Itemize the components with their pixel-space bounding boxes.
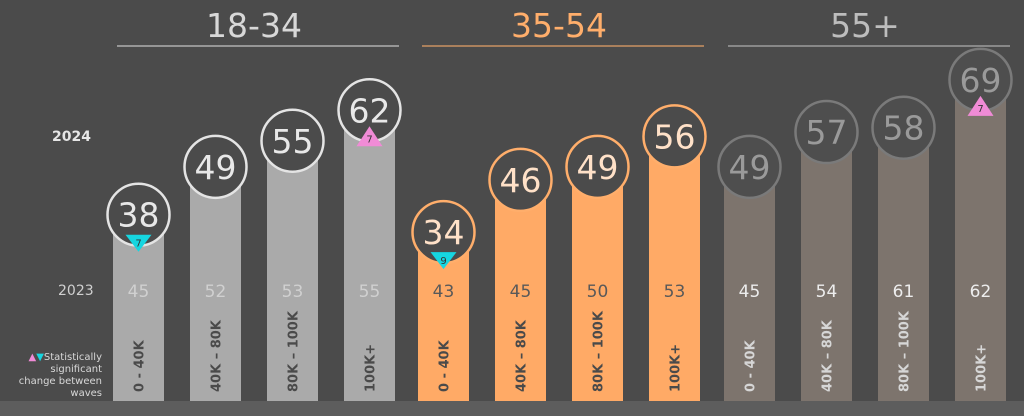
category-label: 0 - 40K (438, 339, 453, 392)
value-label-2023: 54 (816, 282, 838, 302)
value-circle (642, 104, 707, 169)
value-label-2023: 45 (128, 282, 150, 302)
value-circle (794, 99, 859, 165)
value-circle (565, 134, 630, 200)
value-label-2024: 49 (729, 148, 771, 187)
bar (572, 166, 623, 401)
value-label-2023: 55 (359, 282, 381, 302)
category-label: 100K+ (975, 344, 990, 392)
bar (724, 166, 775, 401)
bar (878, 127, 929, 401)
category-label: 100K+ (669, 344, 684, 392)
bar (495, 179, 546, 401)
value-label-2023: 53 (664, 282, 686, 302)
value-label-2024: 46 (500, 161, 542, 200)
increase-marker (356, 126, 383, 147)
row-label-2024: 2024 (52, 129, 91, 145)
value-label-2024: 69 (960, 61, 1002, 100)
category-label: 80K – 100K (898, 310, 913, 392)
value-label-2023: 45 (510, 282, 532, 302)
increase-marker-icon: ▲ (28, 352, 37, 363)
value-circle (717, 134, 782, 200)
category-label: 80K – 100K (287, 310, 302, 392)
bar (344, 110, 395, 402)
category-label: 40K – 80K (210, 319, 225, 392)
value-label-2024: 57 (806, 113, 848, 152)
category-label: 0 - 40K (744, 339, 759, 392)
value-label-2023: 45 (739, 282, 761, 302)
category-label: 80K – 100K (592, 310, 607, 392)
significance-value: 9 (440, 256, 446, 267)
value-circle (183, 134, 248, 200)
value-label-2024: 58 (883, 109, 925, 148)
decrease-marker-icon: ▼ (36, 352, 44, 363)
value-label-2023: 52 (205, 282, 227, 302)
group-title: 35-54 (511, 6, 607, 45)
value-label-2024: 56 (654, 117, 696, 156)
row-label-2023: 2023 (58, 283, 94, 299)
category-label: 40K – 80K (821, 319, 836, 392)
value-label-2024: 38 (118, 196, 160, 235)
legend: ▲▼Statistically significant change betwe… (14, 352, 102, 400)
bar (649, 136, 700, 401)
group-title: 18-34 (206, 6, 302, 45)
value-label-2024: 49 (577, 148, 619, 187)
category-label: 0 - 40K (133, 339, 148, 392)
group-title: 55+ (830, 6, 900, 45)
value-label-2023: 61 (893, 282, 915, 302)
value-label-2024: 49 (195, 148, 237, 187)
value-label-2023: 50 (587, 282, 609, 302)
significance-value: 7 (977, 104, 983, 115)
value-circle (871, 95, 936, 160)
significance-value: 7 (135, 239, 141, 250)
value-label-2023: 53 (282, 282, 304, 302)
value-circle (488, 147, 553, 213)
category-label: 100K+ (364, 344, 379, 392)
decrease-marker (125, 234, 152, 252)
decrease-marker (430, 252, 457, 270)
increase-marker (967, 95, 994, 116)
bottom-strip (0, 401, 1024, 416)
value-label-2024: 34 (423, 213, 465, 252)
value-label-2024: 55 (272, 122, 314, 161)
bar (955, 79, 1006, 401)
category-label: 40K – 80K (515, 319, 530, 392)
legend-text: Statistically significant change between… (18, 352, 102, 399)
value-label-2023: 43 (433, 282, 455, 302)
bar (190, 166, 241, 401)
significance-value: 7 (366, 134, 372, 145)
value-circle (260, 108, 325, 173)
bar (801, 132, 852, 402)
bar (267, 140, 318, 401)
value-label-2023: 62 (970, 282, 992, 302)
value-label-2024: 62 (349, 91, 391, 130)
